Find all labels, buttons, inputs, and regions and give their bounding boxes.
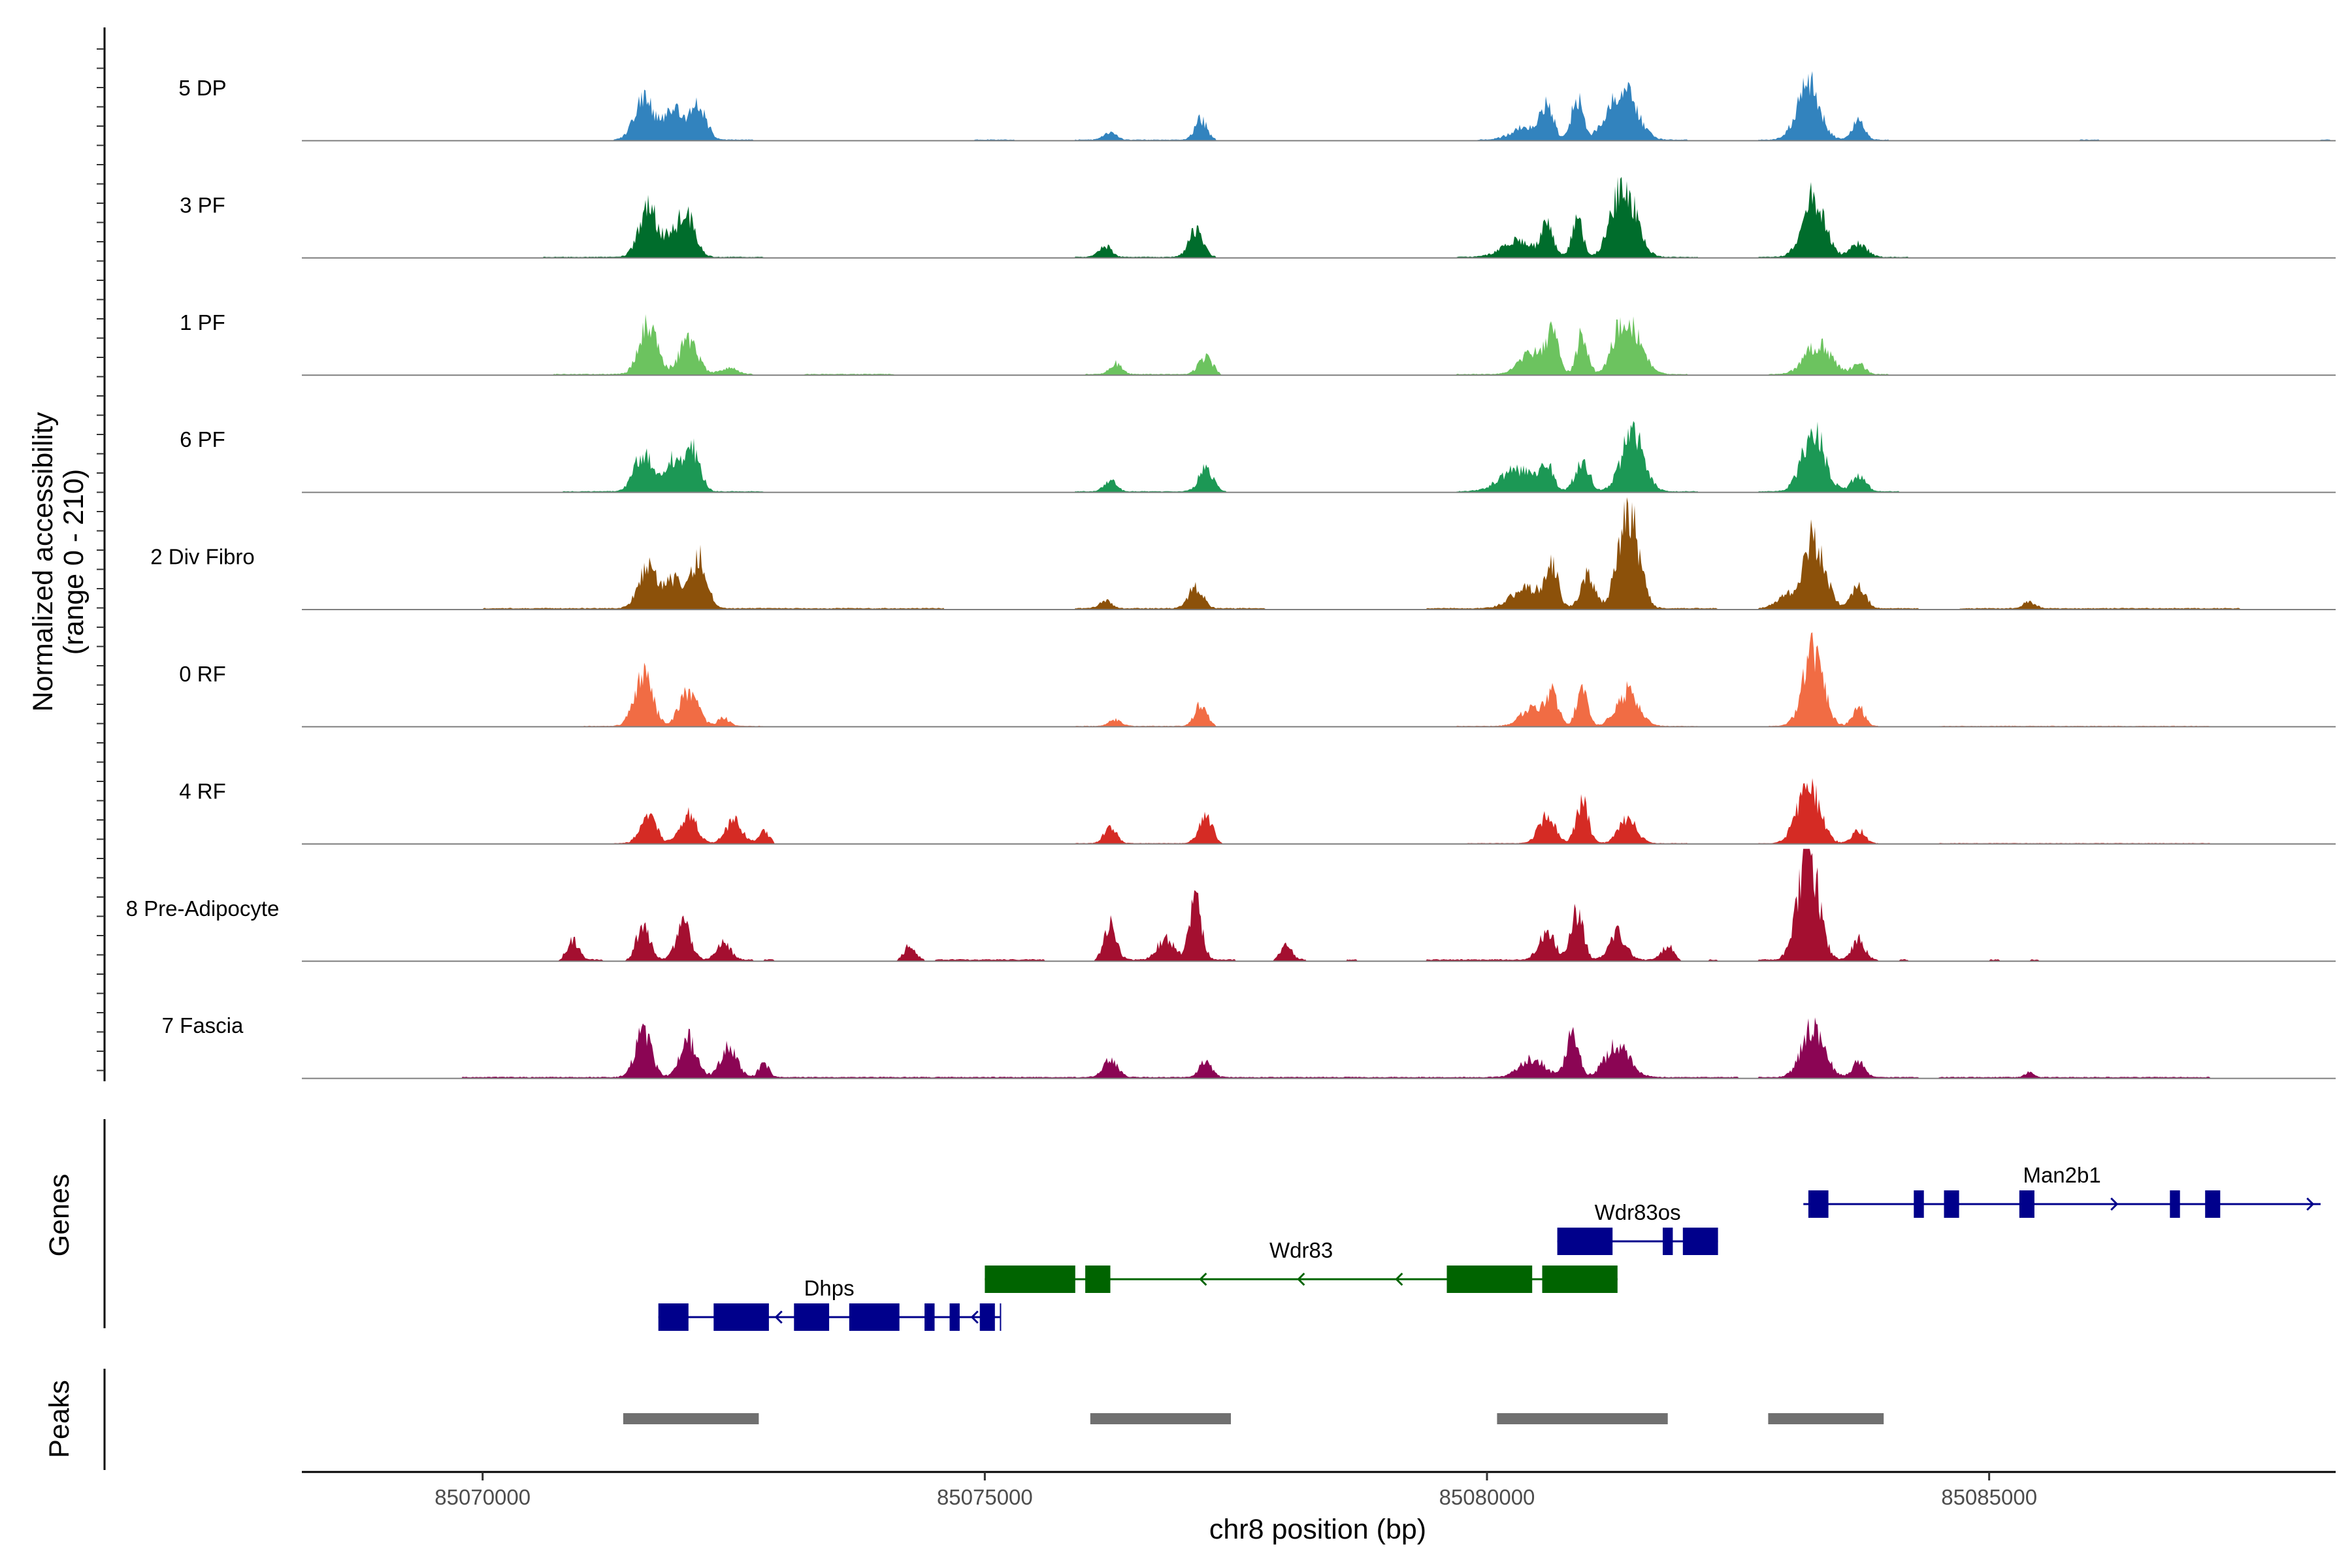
strand-arrow xyxy=(1395,1272,1403,1286)
track-0-rf: 0 RF xyxy=(179,632,2336,728)
strand-arrow xyxy=(2110,1197,2119,1211)
gene-exon xyxy=(1557,1228,1613,1255)
peak-region xyxy=(623,1413,759,1424)
coverage-area xyxy=(302,778,2336,844)
strand-arrow xyxy=(2306,1197,2315,1211)
track-label: 4 RF xyxy=(179,779,226,803)
gene-label: Wdr83os xyxy=(1595,1200,1681,1224)
strand-arrow xyxy=(774,1310,783,1324)
gene-exon xyxy=(849,1303,900,1331)
gene-exon xyxy=(1446,1266,1533,1293)
track-label: 1 PF xyxy=(180,310,225,335)
x-tick-label: 85080000 xyxy=(1439,1485,1535,1509)
coverage-area xyxy=(302,632,2336,727)
peaks-panel-title: Peaks xyxy=(44,1380,75,1458)
gene-wdr83: Wdr83 xyxy=(985,1238,1618,1293)
y-axis-title-line-1: Normalized accessibility xyxy=(27,412,59,711)
gene-exon xyxy=(1682,1228,1718,1255)
x-tick-label: 85070000 xyxy=(434,1485,531,1509)
coverage-area xyxy=(302,421,2336,493)
gene-exon xyxy=(1085,1266,1111,1293)
track-8-pre-adipocyte: 8 Pre-Adipocyte xyxy=(126,849,2336,962)
strand-arrow xyxy=(1199,1272,1207,1286)
coverage-area xyxy=(302,497,2336,610)
gene-label: Dhps xyxy=(804,1276,855,1300)
gene-exon xyxy=(658,1303,689,1331)
gene-exon xyxy=(713,1303,769,1331)
coverage-area xyxy=(302,849,2336,962)
x-tick-label: 85075000 xyxy=(937,1485,1033,1509)
gene-exon xyxy=(985,1266,1075,1293)
track-label: 3 PF xyxy=(180,193,225,217)
x-axis: 85070000 85075000 85080000 85085000 xyxy=(302,1471,2336,1509)
track-label: 7 Fascia xyxy=(162,1013,244,1037)
track-1-pf: 1 PF xyxy=(180,310,2336,376)
gene-exon xyxy=(1808,1190,1829,1218)
gene-label: Wdr83 xyxy=(1269,1238,1333,1262)
gene-wdr83os: Wdr83os xyxy=(1557,1200,1718,1255)
gene-exon xyxy=(2205,1190,2221,1218)
track-label: 5 DP xyxy=(178,76,226,100)
track-4-rf: 4 RF xyxy=(179,778,2336,845)
peaks-panel xyxy=(103,1369,1884,1470)
coverage-area xyxy=(302,176,2336,258)
track-2-div-fibro: 2 Div Fibro xyxy=(150,497,2336,610)
track-label: 8 Pre-Adipocyte xyxy=(126,896,280,921)
gene-exon xyxy=(2170,1190,2180,1218)
gene-exon xyxy=(2019,1190,2034,1218)
peak-region xyxy=(1090,1413,1231,1424)
strand-arrow xyxy=(1297,1272,1305,1286)
gene-exon xyxy=(794,1303,830,1331)
strand-arrow xyxy=(970,1310,979,1324)
track-6-pf: 6 PF xyxy=(180,421,2336,493)
genes-panel: Dhps Wdr83 Wdr83os Man2b1 xyxy=(103,1119,2321,1331)
gene-exon xyxy=(1000,1303,1002,1331)
gene-label: Man2b1 xyxy=(2023,1163,2100,1187)
coverage-area xyxy=(302,1017,2336,1079)
coverage-tracks: 5 DP 3 PF 1 PF 6 PF 2 Div Fibro 0 RF 4 RF 8 Pre… xyxy=(126,71,2336,1079)
gene-dhps: Dhps xyxy=(658,1276,1002,1331)
gene-exon xyxy=(979,1303,995,1331)
coverage-area xyxy=(302,314,2336,376)
y-axis-title-line-2: (range 0 - 210) xyxy=(58,469,90,655)
x-axis-title: chr8 position (bp) xyxy=(1209,1514,1426,1545)
gene-exon xyxy=(1914,1190,1924,1218)
gene-exon xyxy=(924,1303,935,1331)
peak-region xyxy=(1768,1413,1884,1424)
track-label: 2 Div Fibro xyxy=(150,545,255,569)
track-7-fascia: 7 Fascia xyxy=(162,1013,2336,1079)
gene-exon xyxy=(1542,1266,1618,1293)
gene-man2b1: Man2b1 xyxy=(1803,1163,2321,1218)
peak-region xyxy=(1497,1413,1668,1424)
gene-exon xyxy=(1663,1228,1673,1255)
gene-exon xyxy=(1944,1190,1959,1218)
gene-exon xyxy=(949,1303,960,1331)
track-5-dp: 5 DP xyxy=(178,71,2336,142)
track-label: 0 RF xyxy=(179,662,226,686)
track-label: 6 PF xyxy=(180,427,225,451)
genes-panel-title: Genes xyxy=(44,1174,75,1257)
track-3-pf: 3 PF xyxy=(180,176,2336,259)
coverage-area xyxy=(302,71,2336,141)
x-tick-label: 85085000 xyxy=(1941,1485,2037,1509)
accessibility-y-axis xyxy=(97,27,106,1081)
